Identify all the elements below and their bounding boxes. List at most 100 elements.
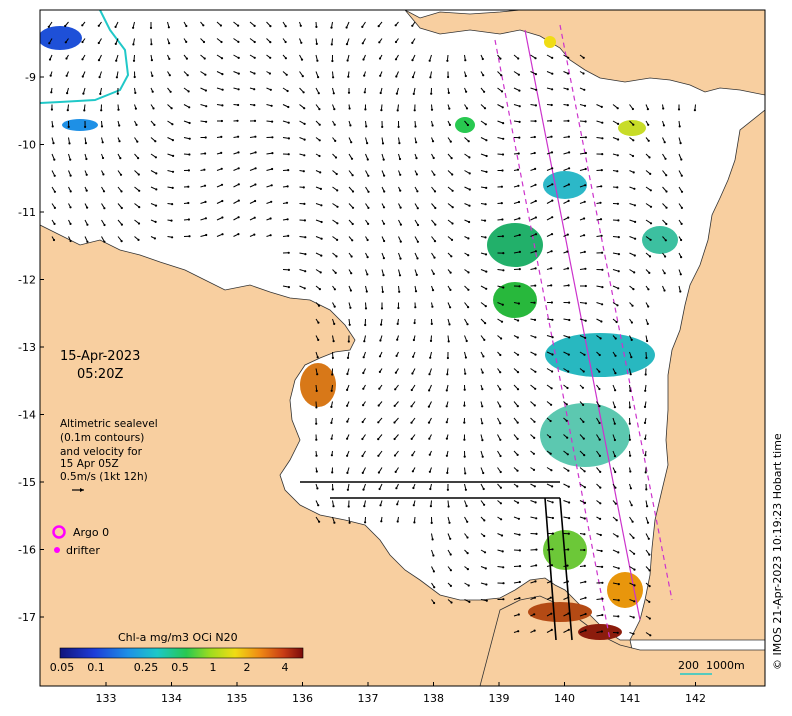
velocity-arrow-head — [633, 568, 636, 571]
velocity-arrow-head — [269, 41, 272, 44]
velocity-arrow-head — [533, 151, 536, 155]
lat-tick-label: -12 — [18, 274, 36, 287]
colorbar-tick-label: 0.1 — [87, 661, 105, 674]
velocity-arrow-head — [445, 454, 448, 457]
velocity-arrow-head — [285, 201, 289, 204]
velocity-arrow-head — [433, 240, 437, 243]
velocity-arrow-head — [566, 104, 569, 107]
velocity-arrow-head — [330, 26, 333, 29]
velocity-arrow-head — [534, 336, 537, 339]
velocity-arrow-head — [119, 173, 123, 176]
velocity-arrow-head — [412, 355, 415, 358]
velocity-arrow-head — [583, 501, 587, 504]
velocity-arrow-head — [534, 501, 537, 504]
velocity-arrow-head — [467, 288, 470, 291]
velocity-arrow-head — [534, 284, 537, 287]
velocity-arrow-head — [601, 581, 604, 584]
velocity-arrow-head — [333, 305, 336, 308]
velocity-arrow-head — [551, 72, 554, 75]
velocity-arrow-head — [380, 109, 383, 112]
velocity-arrow-head — [551, 56, 554, 60]
velocity-arrow-head — [220, 40, 223, 44]
velocity-arrow-head — [171, 170, 175, 173]
contour-200m-line — [40, 10, 130, 104]
velocity-arrow-head — [680, 158, 683, 161]
velocity-arrow-head — [286, 218, 289, 221]
velocity-arrow-head — [584, 136, 588, 139]
lat-tick-label: -11 — [18, 206, 36, 219]
velocity-arrow-head — [631, 154, 635, 158]
velocity-arrow-head — [568, 167, 571, 170]
velocity-arrow-head — [583, 200, 586, 203]
scale-label-1000m: 1000m — [706, 659, 745, 672]
velocity-arrow-head — [447, 505, 450, 508]
velocity-arrow-head — [582, 437, 585, 440]
velocity-arrow-head — [551, 485, 554, 488]
velocity-arrow-head — [431, 305, 434, 308]
velocity-arrow-head — [484, 253, 488, 256]
velocity-arrow-head — [482, 74, 485, 77]
velocity-arrow-head — [445, 389, 448, 392]
velocity-arrow-head — [331, 471, 334, 474]
velocity-arrow-head — [534, 183, 537, 186]
velocity-arrow-head — [331, 488, 334, 491]
velocity-arrow-head — [367, 222, 370, 225]
lon-tick-label: 135 — [227, 692, 248, 705]
velocity-arrow-head — [414, 290, 418, 293]
velocity-arrow-head — [500, 90, 504, 93]
velocity-arrow-head — [137, 222, 141, 225]
velocity-arrow-head — [633, 552, 636, 555]
velocity-arrow-head — [300, 58, 304, 61]
velocity-arrow-head — [600, 630, 604, 633]
velocity-arrow-head — [516, 501, 520, 504]
velocity-arrow-head — [318, 123, 321, 126]
velocity-arrow-head — [220, 167, 223, 170]
velocity-arrow-head — [499, 371, 502, 374]
lat-tick-label: -16 — [18, 544, 36, 557]
velocity-arrow-head — [463, 421, 466, 424]
velocity-arrow-head — [532, 452, 536, 455]
velocity-arrow-head — [362, 356, 365, 359]
velocity-arrow-head — [616, 304, 619, 307]
lon-tick-label: 133 — [96, 692, 117, 705]
velocity-arrow-head — [364, 108, 367, 111]
velocity-arrow-head — [132, 43, 135, 46]
velocity-arrow-head — [205, 105, 208, 108]
velocity-arrow-head — [502, 269, 505, 272]
velocity-arrow-head — [665, 206, 668, 209]
velocity-arrow-head — [583, 217, 586, 220]
velocity-arrow-head — [395, 487, 398, 490]
velocity-arrow-head — [410, 437, 413, 440]
velocity-arrow-head — [412, 92, 415, 95]
velocity-arrow-head — [315, 422, 318, 425]
velocity-arrow-head — [550, 267, 553, 270]
velocity-arrow-head — [302, 91, 305, 94]
velocity-arrow-head — [97, 41, 100, 45]
velocity-arrow-head — [114, 25, 117, 28]
velocity-arrow-head — [632, 139, 635, 142]
velocity-arrow-head — [362, 488, 365, 491]
velocity-arrow-head — [330, 389, 333, 392]
velocity-arrow-head — [429, 505, 432, 508]
velocity-arrow-head — [502, 582, 505, 585]
velocity-arrow-head — [269, 88, 272, 91]
velocity-arrow-head — [346, 420, 349, 423]
velocity-arrow-head — [500, 74, 503, 77]
legend: Argo 0 drifter — [52, 525, 109, 557]
velocity-arrow-head — [464, 74, 467, 78]
velocity-arrow-head — [412, 338, 415, 342]
velocity-arrow-head — [465, 339, 468, 343]
velocity-arrow-head — [434, 206, 437, 210]
chl-patch-yellow-ne — [618, 120, 646, 136]
velocity-arrow-head — [379, 339, 382, 342]
lat-tick-label: -9 — [25, 71, 36, 84]
velocity-arrow-head — [349, 289, 352, 292]
velocity-arrow-head — [351, 190, 355, 193]
velocity-arrow-head — [614, 389, 617, 392]
velocity-arrow-head — [648, 585, 651, 588]
velocity-arrow-head — [448, 521, 451, 524]
velocity-arrow-head — [481, 57, 484, 61]
velocity-arrow-head — [303, 138, 306, 141]
velocity-arrow-head — [483, 219, 487, 222]
